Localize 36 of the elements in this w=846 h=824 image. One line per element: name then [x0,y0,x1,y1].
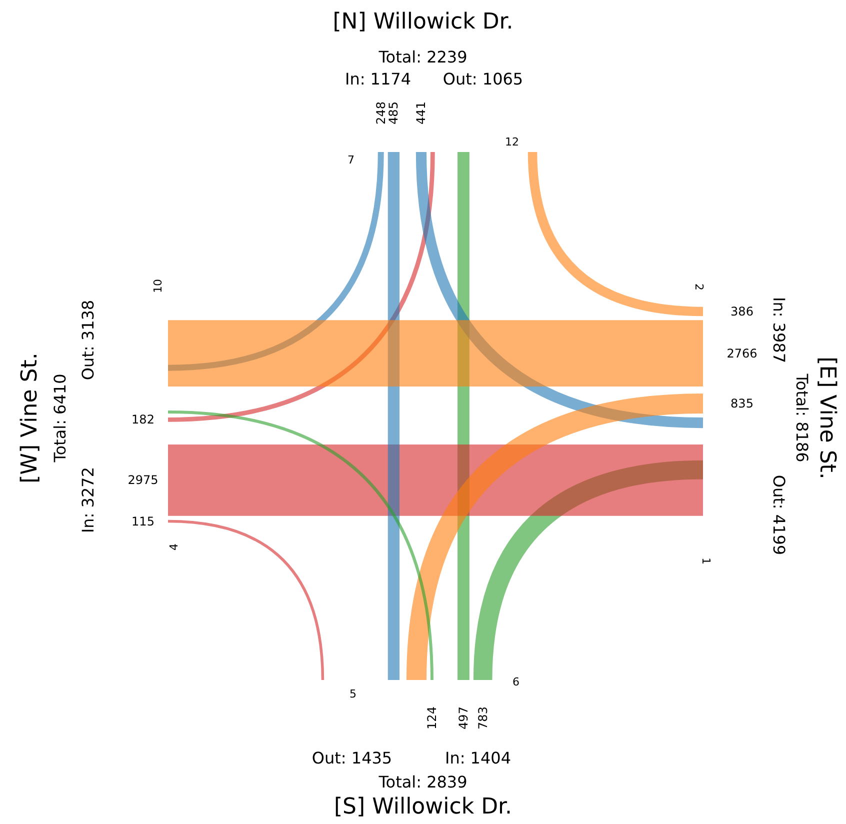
text: 7 [348,154,354,166]
data-label: 783 [476,706,490,730]
text: 10 [152,279,164,293]
text: In: 1174 [344,70,412,88]
text: 6 [512,676,520,688]
data-label: 248 [374,102,388,124]
category-label: [E] Vine St. [814,356,840,480]
text: Total: 8186 [792,372,812,462]
data-label: 124 [424,706,439,730]
text: In: 3987 [770,296,788,364]
text: Out: 1435 [312,748,392,768]
category-label: [N] Willowick Dr. [332,10,514,34]
text: Out: 3138 [78,300,98,380]
text: 2 [692,284,706,290]
data-label: 835 [730,396,754,410]
text: Total: 2839 [378,772,468,792]
text: In: 3272 [78,466,98,534]
text: 5 [350,688,356,700]
text: Out: 4199 [770,474,788,556]
data-label: 497 [456,706,470,730]
data-label: 441 [414,102,428,124]
text: In: 1404 [444,748,512,768]
data-label: 2975 [128,473,158,488]
data-label: 182 [132,412,154,427]
data-label: 386 [730,304,754,318]
data-label: 115 [132,514,154,528]
category-label: [S] Willowick Dr. [334,794,512,820]
category-label: [W] Vine St. [18,352,42,484]
text: 4 [168,544,180,550]
text: Out: 1065 [442,70,524,88]
data-label: 2766 [726,346,758,360]
text: 1 [700,558,712,564]
data-label: 485 [386,102,401,124]
text: Total: 6410 [50,374,70,464]
text: 12 [505,136,519,148]
text: Total: 2239 [378,48,468,66]
